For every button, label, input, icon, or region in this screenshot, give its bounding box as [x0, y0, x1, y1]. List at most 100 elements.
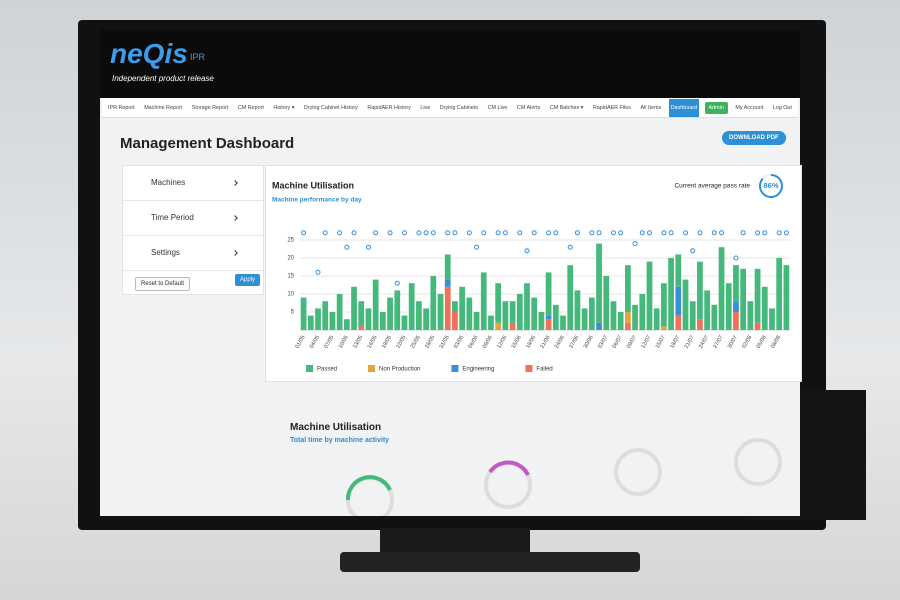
bar-segment	[560, 315, 566, 330]
nav-item[interactable]: CM Report	[237, 104, 264, 111]
bar-segment	[754, 268, 761, 323]
donut-arc	[345, 475, 392, 501]
marker	[632, 241, 638, 247]
bar-segment	[603, 276, 610, 330]
section2-title: Machine Utilisation	[290, 422, 382, 433]
chart-subtitle: Machine performance by day	[272, 197, 362, 204]
bar-segment	[488, 315, 494, 330]
y-tick-label: 15	[287, 274, 294, 280]
bar-segment	[416, 301, 422, 330]
bar-segment	[336, 294, 343, 330]
bar-segment	[524, 283, 530, 330]
bar-segment	[545, 315, 552, 320]
x-tick-label: 10/05	[338, 335, 350, 350]
reset-button[interactable]: Reset to Default	[135, 277, 191, 291]
bar-segment	[596, 243, 602, 323]
x-tick-label: 22/05	[395, 335, 407, 350]
marker	[517, 230, 523, 236]
marker	[524, 248, 530, 254]
bar-segment	[459, 286, 466, 330]
marker	[502, 230, 508, 236]
bar-segment	[581, 308, 588, 330]
x-tick-label: 24/06	[554, 335, 566, 350]
nav-item[interactable]: CM Live	[487, 104, 508, 111]
nav-item[interactable]: Log Out	[772, 104, 792, 111]
marker	[610, 230, 616, 236]
bar-segment	[632, 304, 638, 330]
bar-segment	[610, 301, 617, 330]
nav-item[interactable]: Admin	[704, 101, 728, 114]
nav-item[interactable]: RapidAER Files	[592, 104, 631, 111]
bar-segment	[617, 312, 624, 330]
page-title: Management Dashboard	[120, 135, 295, 152]
nav-item[interactable]: CM Batches ▾	[549, 104, 584, 111]
x-tick-label: 02/08	[741, 335, 753, 350]
bar-segment	[516, 294, 523, 330]
x-tick-label: 27/07	[712, 335, 724, 350]
nav-item[interactable]: RapidAER History	[367, 104, 411, 111]
y-tick-label: 5	[291, 310, 295, 316]
download-button[interactable]: DOWNLOAD PDF	[722, 131, 786, 145]
kpi-value: 86%	[763, 181, 778, 190]
legend-label: Engineering	[462, 367, 494, 373]
marker	[301, 230, 307, 236]
nav-item[interactable]: Machine Report	[144, 104, 183, 111]
bar-segment	[365, 308, 372, 330]
legend-swatch	[525, 365, 533, 372]
bar-segment	[423, 308, 429, 330]
marker	[755, 230, 761, 236]
marker	[401, 230, 407, 236]
nav-item[interactable]: Dashboard	[668, 98, 700, 117]
bar-segment	[747, 301, 754, 330]
bar-segment	[545, 272, 552, 316]
y-tick-label: 10	[287, 292, 294, 298]
nav-item[interactable]: IPR Report	[108, 104, 135, 111]
nav-item[interactable]: Drying Cabinet History	[303, 104, 358, 111]
marker	[322, 230, 328, 236]
donut	[734, 438, 782, 486]
nav-item[interactable]: All Items	[640, 104, 662, 111]
marker	[567, 244, 573, 250]
bar-segment	[718, 247, 725, 330]
x-tick-label: 28/05	[424, 335, 436, 350]
bar-segment	[358, 326, 365, 330]
apply-button[interactable]: Apply	[235, 274, 261, 286]
nav-item[interactable]: Drying Cabinets	[439, 104, 479, 111]
bar-segment	[675, 254, 682, 287]
marker	[646, 230, 652, 236]
nav-item[interactable]: My Account	[735, 104, 764, 111]
marker	[315, 269, 321, 275]
donut	[614, 448, 662, 496]
legend-label: Failed	[536, 367, 552, 373]
bar-segment	[466, 297, 473, 330]
bar-segment	[675, 286, 682, 316]
x-tick-label: 25/05	[410, 335, 422, 350]
nav-item[interactable]: Storage Report	[191, 104, 229, 111]
bar-segment	[733, 312, 739, 330]
bar-segment	[408, 283, 415, 330]
sidebar-item[interactable]: Settings	[123, 236, 263, 271]
x-tick-label: 18/07	[669, 335, 681, 350]
bar-segment	[574, 290, 581, 330]
bar-segment	[653, 308, 660, 330]
bar-segment	[761, 286, 768, 330]
marker	[783, 230, 789, 236]
marker	[762, 230, 768, 236]
bar-segment	[704, 290, 711, 330]
bar-segment	[733, 301, 739, 312]
bar-segment	[624, 265, 631, 312]
bar-segment	[473, 312, 480, 330]
nav-bar: IPR Report Machine Report Storage Report CM…	[102, 98, 798, 118]
nav-item[interactable]: CM Alerts	[516, 104, 541, 111]
marker	[337, 230, 343, 236]
bar-segment	[329, 312, 336, 330]
x-tick-label: 05/08	[756, 335, 768, 350]
nav-item[interactable]: History ▾	[273, 104, 295, 111]
bar-segment	[552, 304, 559, 330]
legend-label: Passed	[317, 367, 337, 373]
x-tick-label: 16/05	[367, 335, 379, 350]
nav-item[interactable]: Live	[420, 104, 431, 111]
bar-segment	[531, 297, 538, 330]
bar-segment	[372, 279, 379, 330]
